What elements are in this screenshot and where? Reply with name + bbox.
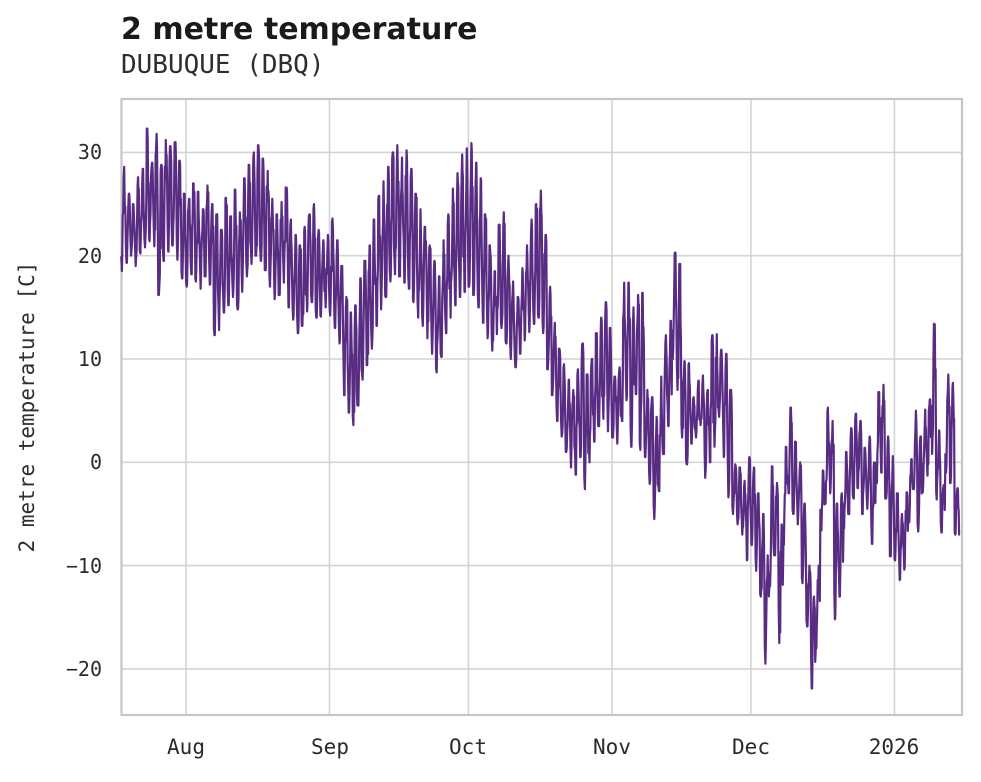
x-tick-label: Sep (311, 735, 349, 759)
x-tick-label: Oct (449, 735, 487, 759)
x-tick-label: 2026 (868, 735, 920, 759)
axes-spines (120, 97, 964, 717)
x-tick-label: Dec (732, 735, 770, 759)
y-tick-label: 20 (77, 244, 102, 268)
y-tick-label: −10 (65, 554, 102, 578)
y-tick-label: −20 (65, 657, 102, 681)
chart-title: 2 metre temperature (121, 12, 478, 47)
chart-subtitle: DUBUQUE (DBQ) (121, 50, 325, 80)
y-tick-label: 30 (77, 140, 102, 164)
y-tick-label: 0 (89, 450, 102, 474)
x-tick-label: Aug (167, 735, 205, 759)
temperature-line (120, 127, 961, 690)
x-tick-label: Nov (593, 735, 631, 759)
y-tick-label: 10 (77, 347, 102, 371)
